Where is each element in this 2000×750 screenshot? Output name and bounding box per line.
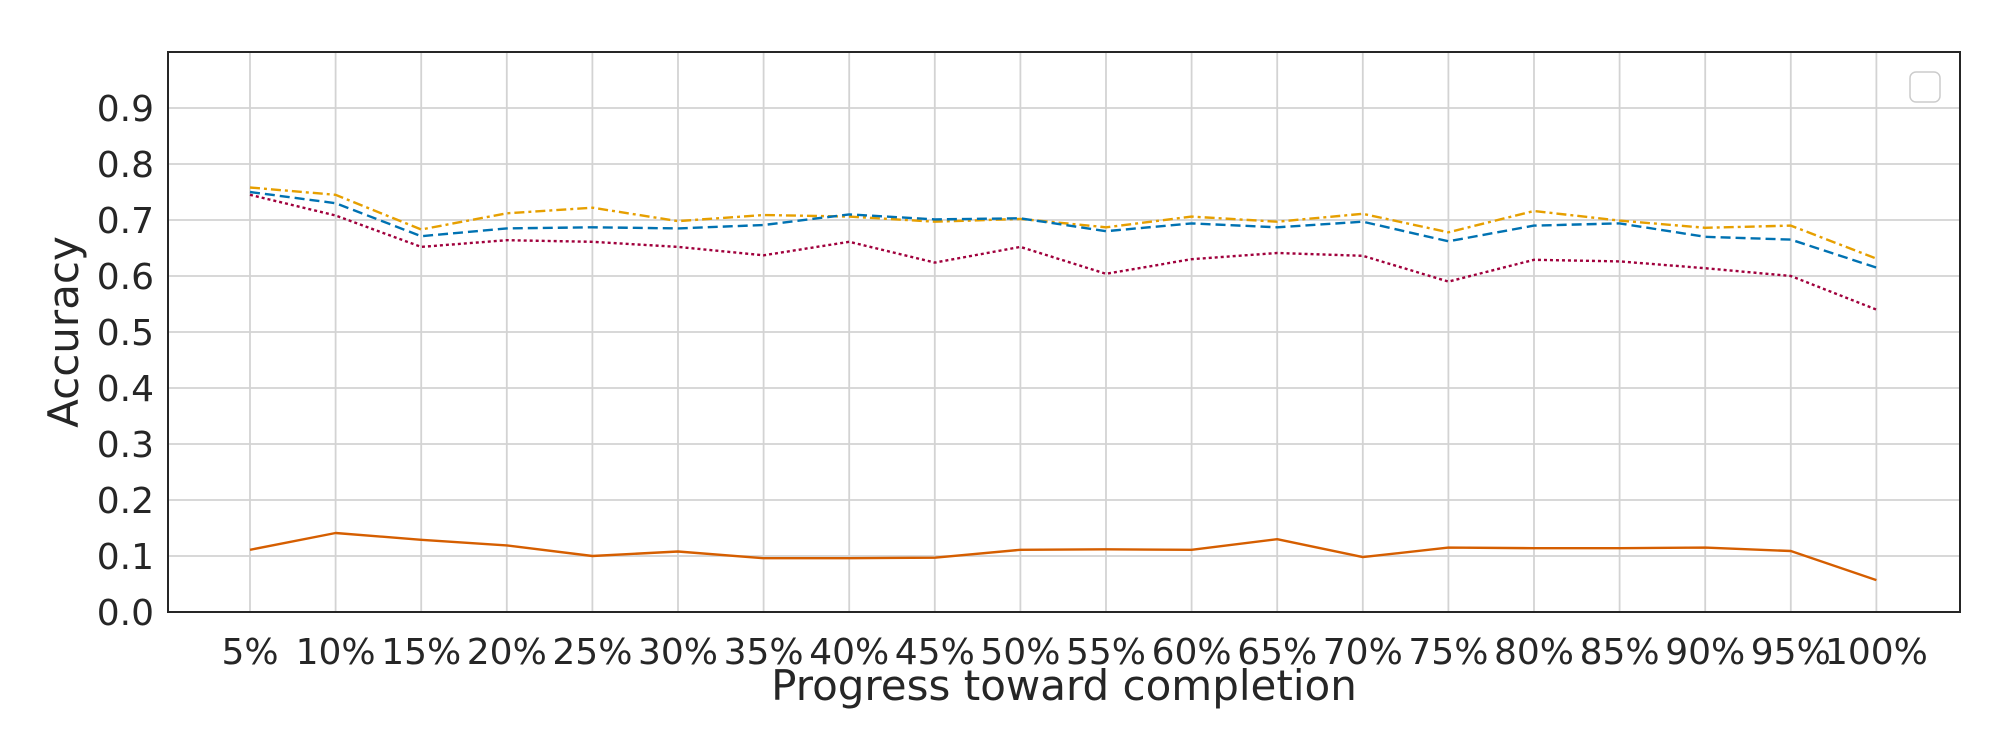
x-tick-label: 60%	[1152, 632, 1232, 673]
x-axis-label: Progress toward completion	[771, 661, 1357, 710]
x-tick-label: 10%	[296, 632, 376, 673]
x-tick-label: 80%	[1494, 632, 1574, 673]
x-tick-label: 50%	[980, 632, 1060, 673]
series-line-3	[249, 193, 1877, 311]
x-tick-label: 45%	[895, 632, 975, 673]
x-tick-label: 20%	[467, 632, 547, 673]
y-tick-label: 0.1	[97, 537, 154, 578]
y-tick-label: 0.9	[97, 89, 154, 130]
x-tick-label: 5%	[221, 632, 278, 673]
y-tick-label: 0.2	[97, 481, 154, 522]
plot-frame	[167, 51, 1961, 613]
x-tick-label: 40%	[809, 632, 889, 673]
y-tick-label: 0.8	[97, 145, 154, 186]
series-lines	[249, 186, 1877, 582]
x-tick-label: 35%	[724, 632, 804, 673]
y-tick-label: 0.5	[97, 313, 154, 354]
x-tick-labels: 5% 10% 15% 20% 25% 30% 35% 40% 45% 50% 55% 60% 65% 70…	[221, 632, 1927, 673]
x-tick-label: 25%	[552, 632, 632, 673]
x-tick-label: 90%	[1665, 632, 1745, 673]
y-tick-labels: 0.0 0.1 0.2 0.3 0.4 0.5 0.6 0.7 0.8 0.9	[97, 89, 154, 634]
series-line-1	[249, 186, 1877, 260]
y-axis-label: Accuracy	[39, 236, 88, 428]
x-tick-label: 15%	[381, 632, 461, 673]
series-line-2	[249, 190, 1877, 269]
y-tick-label: 0.0	[97, 593, 154, 634]
x-tick-label: 100%	[1825, 632, 1928, 673]
x-tick-label: 55%	[1066, 632, 1146, 673]
series-line-4	[249, 531, 1877, 582]
x-tick-label: 75%	[1408, 632, 1488, 673]
x-tick-label: 30%	[638, 632, 718, 673]
y-tick-label: 0.7	[97, 201, 154, 242]
y-tick-label: 0.6	[97, 257, 154, 298]
legend-box	[1909, 71, 1941, 103]
x-tick-label: 95%	[1751, 632, 1831, 673]
x-tick-label: 65%	[1237, 632, 1317, 673]
y-tick-label: 0.4	[97, 369, 154, 410]
x-tick-label: 70%	[1323, 632, 1403, 673]
x-tick-label: 85%	[1580, 632, 1660, 673]
y-tick-label: 0.3	[97, 425, 154, 466]
